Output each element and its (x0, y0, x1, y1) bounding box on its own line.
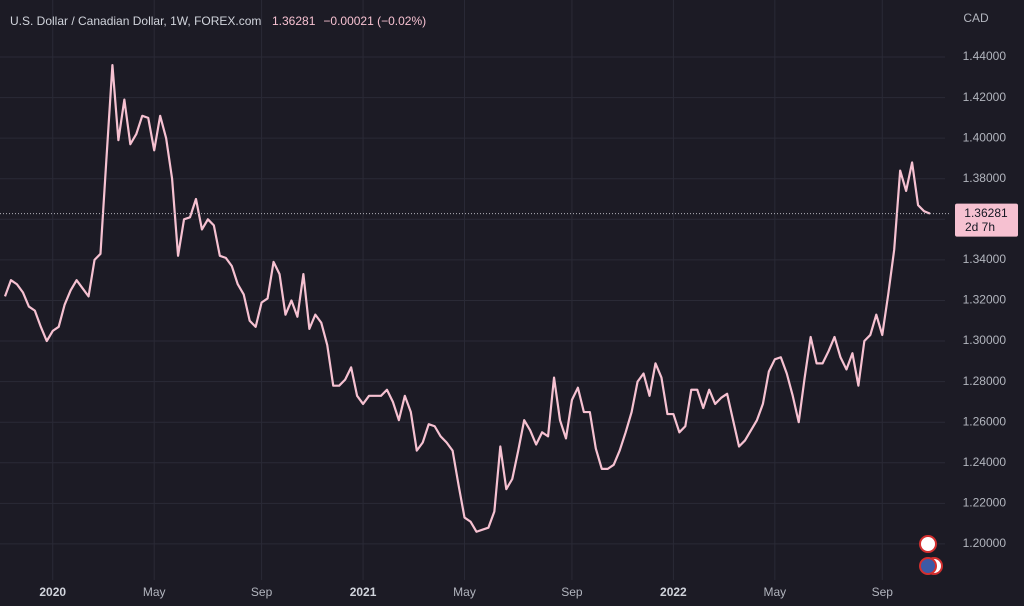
y-tick-label: 1.44000 (963, 49, 1007, 63)
grid (0, 0, 945, 580)
y-tick-label: 1.26000 (963, 414, 1007, 428)
last-price-label: 1.36281 (964, 206, 1008, 220)
x-tick-label: May (764, 585, 787, 599)
price-line (3, 64, 931, 533)
y-tick-label: 1.30000 (963, 333, 1007, 347)
x-tick-label: 2022 (660, 585, 687, 599)
x-tick-label: 2021 (350, 585, 377, 599)
y-tick-label: 1.38000 (963, 171, 1007, 185)
countdown-label: 2d 7h (965, 220, 995, 234)
x-tick-label: May (453, 585, 476, 599)
last-price-box (955, 203, 1018, 237)
x-tick-label: Sep (872, 585, 894, 599)
y-tick-label: 1.24000 (963, 455, 1007, 469)
plot (0, 64, 950, 533)
flag-icon (919, 557, 937, 575)
axis-unit: CAD (963, 11, 989, 25)
y-tick-label: 1.42000 (963, 90, 1007, 104)
y-tick-label: 1.22000 (963, 496, 1007, 510)
flag-icons (919, 535, 943, 575)
header-price: 1.36281 (272, 14, 316, 28)
y-tick-label: 1.20000 (963, 536, 1007, 550)
y-tick-label: 1.40000 (963, 130, 1007, 144)
header-change: −0.00021 (−0.02%) (323, 14, 426, 28)
x-tick-label: 2020 (39, 585, 66, 599)
x-tick-label: May (143, 585, 166, 599)
flag-icon (919, 535, 937, 553)
x-tick-label: Sep (251, 585, 273, 599)
y-tick-label: 1.34000 (963, 252, 1007, 266)
y-tick-label: 1.32000 (963, 293, 1007, 307)
chart-title: U.S. Dollar / Canadian Dollar, 1W, FOREX… (10, 14, 261, 28)
x-tick-label: Sep (561, 585, 583, 599)
y-tick-label: 1.28000 (963, 374, 1007, 388)
